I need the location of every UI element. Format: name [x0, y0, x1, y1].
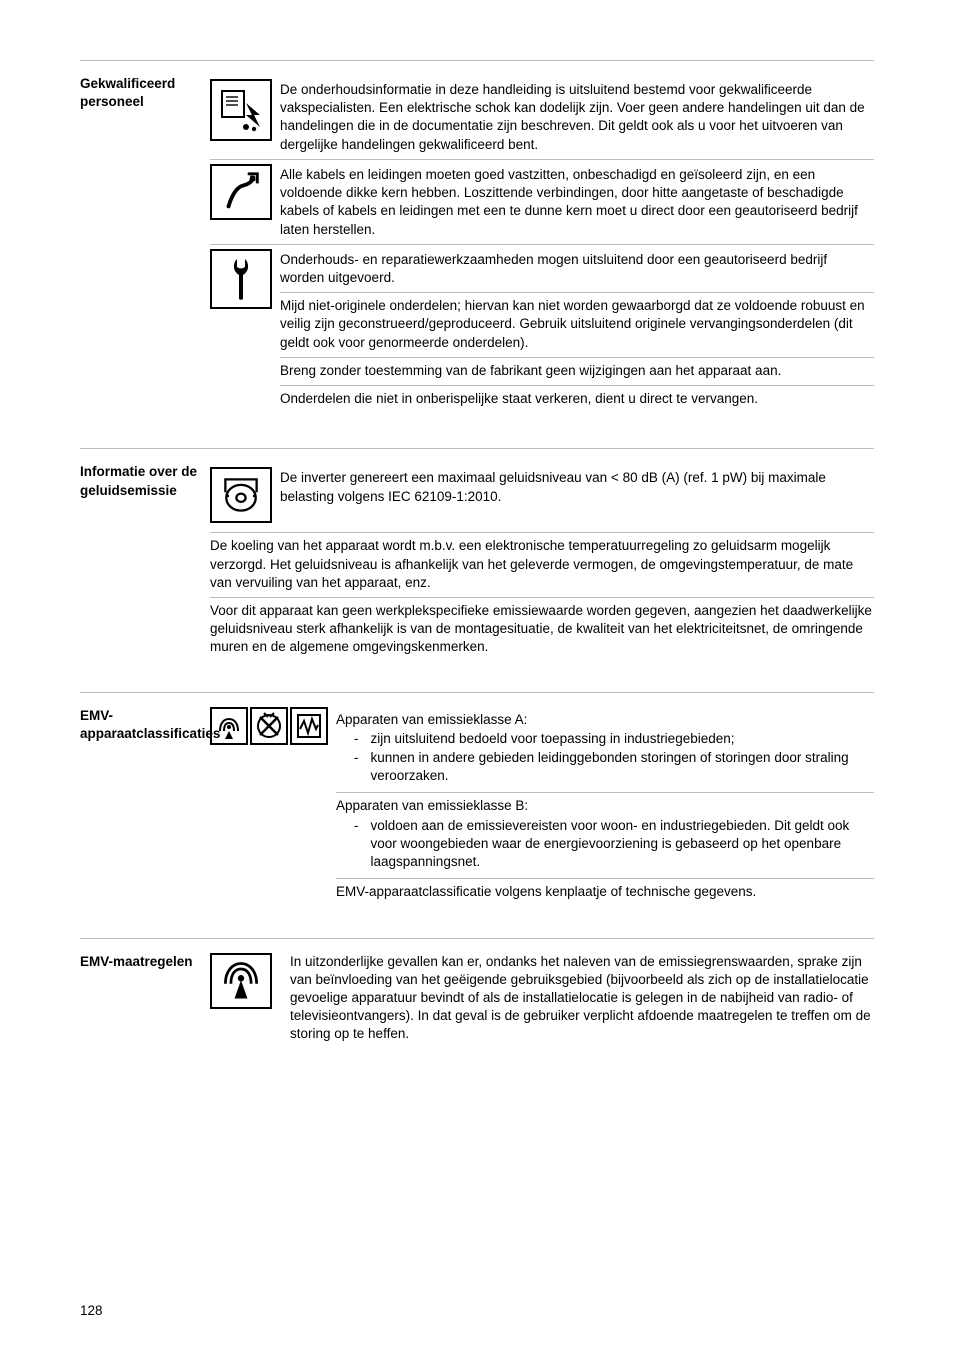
emission-icon [210, 707, 248, 745]
emv-class-b-item-0: voldoen aan de emissievereisten voor woo… [371, 817, 875, 872]
qualified-text-4: Breng zonder toestemming van de fabrikan… [280, 358, 874, 386]
content-noise: De inverter genereert een maximaal gelui… [210, 463, 874, 661]
manual-shock-icon [210, 79, 272, 145]
heading-emv-class: EMV-apparaatclassificaties [80, 707, 210, 908]
noise-text-2: Voor dit apparaat kan geen werkplekspeci… [210, 598, 874, 662]
emv-class-content: Apparaten van emissieklasse A: -zijn uit… [336, 707, 874, 908]
section-qualified: Gekwalificeerd personeel De onderhoudsin [80, 60, 874, 448]
section-emv-class: EMV-apparaatclassificaties [80, 692, 874, 938]
emv-class-a-item-1: kunnen in andere gebieden leidinggebonde… [371, 749, 875, 785]
qualified-row-1: Alle kabels en leidingen moeten goed vas… [210, 160, 874, 245]
cable-icon [210, 164, 272, 224]
emv-measures-icon-col [210, 953, 290, 1044]
emv-class-icons [210, 707, 328, 908]
page-number: 128 [80, 1302, 103, 1320]
emv-class-footer: EMV-apparaatclassificatie volgens kenpla… [336, 879, 874, 907]
heading-qualified: Gekwalificeerd personeel [80, 75, 210, 418]
qualified-row-2: Onderhouds- en reparatiewerkzaamheden mo… [210, 245, 874, 419]
qualified-text-3: Mijd niet-originele onderdelen; hiervan … [280, 293, 874, 358]
emv-measures-text: In uitzonderlijke gevallen kan er, ondan… [290, 953, 874, 1044]
noise-text-1: De koeling van het apparaat wordt m.b.v.… [210, 533, 874, 598]
speaker-icon [210, 467, 272, 527]
section-emv-measures: EMV-maatregelen In uitzonderlijke gevall… [80, 938, 874, 1074]
interference-icon [250, 707, 288, 745]
qualified-row-0: De onderhoudsinformatie in deze handleid… [210, 75, 874, 160]
emv-class-b-title: Apparaten van emissieklasse B: [336, 797, 874, 815]
waveform-icon [290, 707, 328, 745]
noise-text-0: De inverter genereert een maximaal gelui… [280, 467, 874, 505]
antenna-icon [210, 953, 272, 1009]
qualified-text-0: De onderhoudsinformatie in deze handleid… [280, 79, 874, 154]
section-noise: Informatie over de geluidsemissie De inv… [80, 448, 874, 691]
emv-class-block-a: Apparaten van emissieklasse A: -zijn uit… [336, 707, 874, 794]
qualified-text-1: Alle kabels en leidingen moeten goed vas… [280, 164, 874, 239]
emv-class-a-title: Apparaten van emissieklasse A: [336, 711, 874, 729]
wrench-icon [210, 249, 272, 313]
heading-noise: Informatie over de geluidsemissie [80, 463, 210, 661]
qualified-text-5: Onderdelen die niet in onberispelijke st… [280, 386, 874, 413]
qualified-text-2: Onderhouds- en reparatiewerkzaamheden mo… [280, 251, 874, 293]
emv-class-block-b: Apparaten van emissieklasse B: -voldoen … [336, 793, 874, 879]
noise-row-0: De inverter genereert een maximaal gelui… [210, 463, 874, 533]
heading-emv-measures: EMV-maatregelen [80, 953, 210, 1044]
content-qualified: De onderhoudsinformatie in deze handleid… [210, 75, 874, 418]
emv-class-a-item-0: zijn uitsluitend bedoeld voor toepassing… [371, 730, 735, 748]
